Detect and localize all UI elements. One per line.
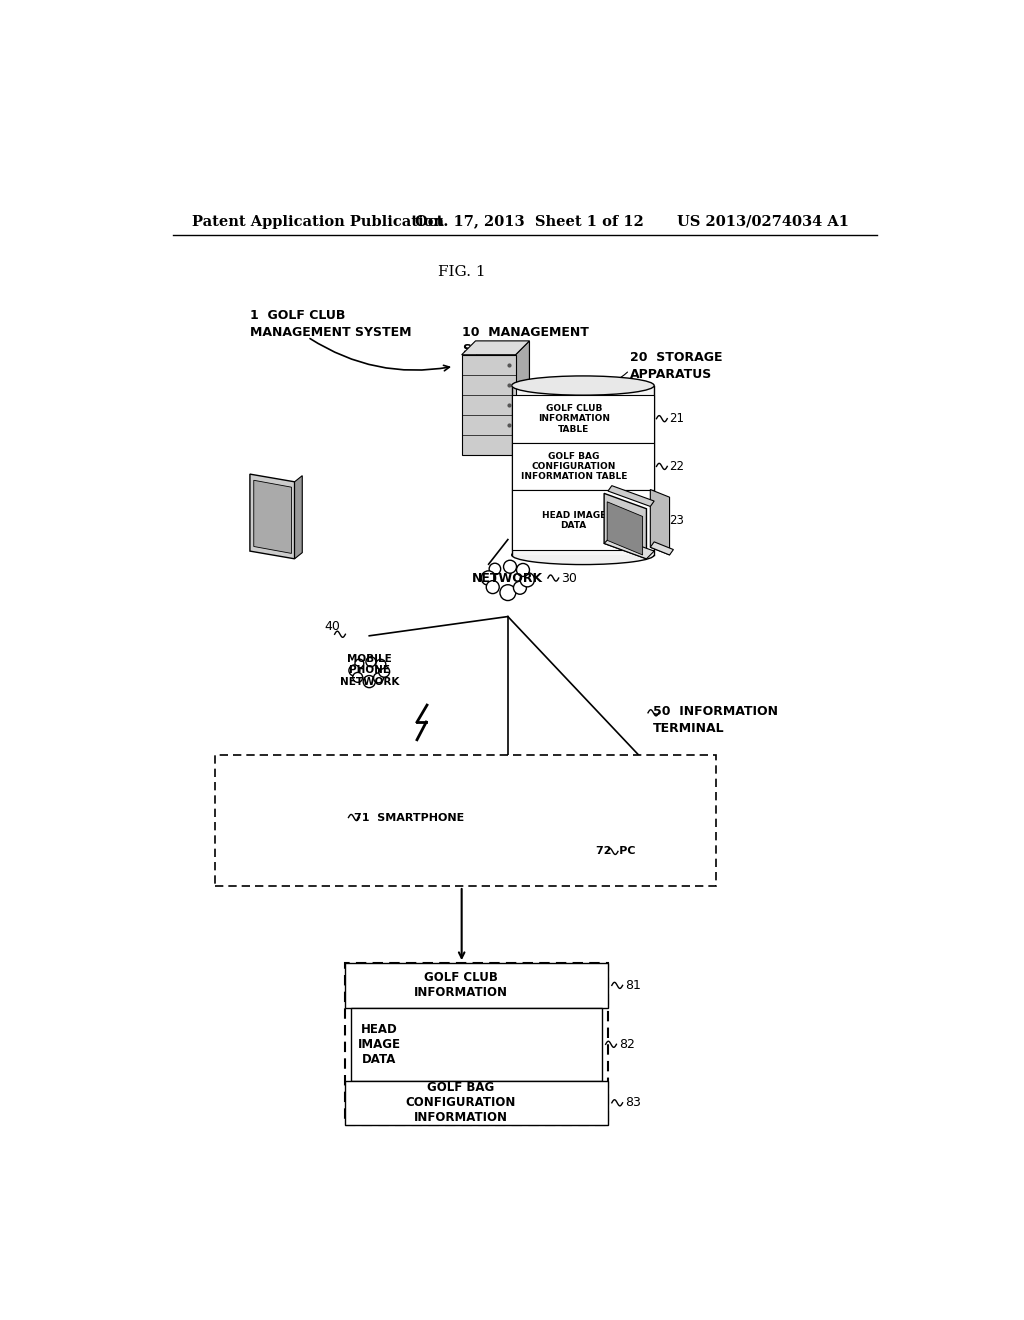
Text: FIG. 1: FIG. 1	[438, 265, 485, 280]
Text: Patent Application Publication: Patent Application Publication	[193, 215, 444, 228]
FancyBboxPatch shape	[345, 964, 608, 1125]
Text: 1  GOLF CLUB
MANAGEMENT SYSTEM: 1 GOLF CLUB MANAGEMENT SYSTEM	[250, 309, 412, 339]
Circle shape	[481, 570, 496, 585]
Polygon shape	[250, 474, 295, 558]
Text: NETWORK: NETWORK	[472, 572, 544, 585]
Text: Oct. 17, 2013  Sheet 1 of 12: Oct. 17, 2013 Sheet 1 of 12	[416, 215, 644, 228]
Circle shape	[489, 564, 501, 574]
Polygon shape	[462, 341, 529, 355]
Text: HEAD
IMAGE
DATA: HEAD IMAGE DATA	[357, 1023, 400, 1065]
FancyBboxPatch shape	[345, 1081, 608, 1125]
FancyBboxPatch shape	[512, 442, 654, 490]
Circle shape	[516, 564, 529, 577]
Polygon shape	[512, 385, 654, 554]
FancyBboxPatch shape	[345, 964, 608, 1007]
FancyBboxPatch shape	[351, 1007, 602, 1081]
Polygon shape	[515, 341, 529, 455]
FancyBboxPatch shape	[215, 755, 716, 886]
Text: 10  MANAGEMENT
SERVER: 10 MANAGEMENT SERVER	[462, 326, 589, 356]
Circle shape	[520, 573, 535, 587]
Circle shape	[500, 585, 516, 601]
Text: MOBILE
PHONE
NETWORK: MOBILE PHONE NETWORK	[340, 653, 399, 686]
Text: 23: 23	[670, 513, 684, 527]
Circle shape	[364, 676, 376, 688]
Polygon shape	[295, 475, 302, 558]
Circle shape	[366, 657, 376, 667]
Text: 71  SMARTPHONE: 71 SMARTPHONE	[354, 813, 464, 822]
Text: 30: 30	[561, 572, 577, 585]
FancyBboxPatch shape	[512, 490, 654, 550]
Text: GOLF CLUB
INFORMATION: GOLF CLUB INFORMATION	[414, 972, 508, 999]
Polygon shape	[607, 502, 643, 554]
Polygon shape	[254, 480, 292, 553]
Text: 40: 40	[325, 620, 340, 634]
Text: 21: 21	[670, 412, 685, 425]
Circle shape	[379, 667, 389, 677]
Circle shape	[376, 659, 386, 669]
Polygon shape	[604, 494, 646, 558]
Polygon shape	[475, 341, 529, 441]
Text: 50  INFORMATION
TERMINAL: 50 INFORMATION TERMINAL	[652, 705, 777, 735]
Text: 81: 81	[625, 979, 641, 991]
Text: 20  STORAGE
APPARATUS: 20 STORAGE APPARATUS	[630, 351, 722, 381]
Text: 72  PC: 72 PC	[596, 846, 636, 857]
Polygon shape	[650, 490, 670, 554]
Text: 83: 83	[625, 1097, 641, 1109]
Circle shape	[374, 673, 383, 682]
Circle shape	[349, 665, 359, 676]
Circle shape	[352, 672, 362, 682]
Text: GOLF BAG
CONFIGURATION
INFORMATION: GOLF BAG CONFIGURATION INFORMATION	[406, 1081, 516, 1125]
Polygon shape	[604, 536, 654, 558]
Circle shape	[355, 659, 364, 668]
Text: GOLF BAG
CONFIGURATION
INFORMATION TABLE: GOLF BAG CONFIGURATION INFORMATION TABLE	[520, 451, 627, 482]
Text: 22: 22	[670, 459, 685, 473]
Text: US 2013/0274034 A1: US 2013/0274034 A1	[677, 215, 849, 228]
Circle shape	[504, 560, 516, 573]
Polygon shape	[462, 355, 515, 455]
Circle shape	[513, 581, 526, 594]
Circle shape	[486, 581, 500, 594]
Polygon shape	[650, 543, 674, 554]
Text: GOLF CLUB
INFORMATION
TABLE: GOLF CLUB INFORMATION TABLE	[538, 404, 609, 433]
Ellipse shape	[512, 376, 654, 395]
Polygon shape	[608, 486, 654, 507]
Text: HEAD IMAGE
DATA: HEAD IMAGE DATA	[542, 511, 606, 531]
Ellipse shape	[512, 545, 654, 565]
FancyBboxPatch shape	[512, 395, 654, 442]
Text: 82: 82	[618, 1038, 635, 1051]
